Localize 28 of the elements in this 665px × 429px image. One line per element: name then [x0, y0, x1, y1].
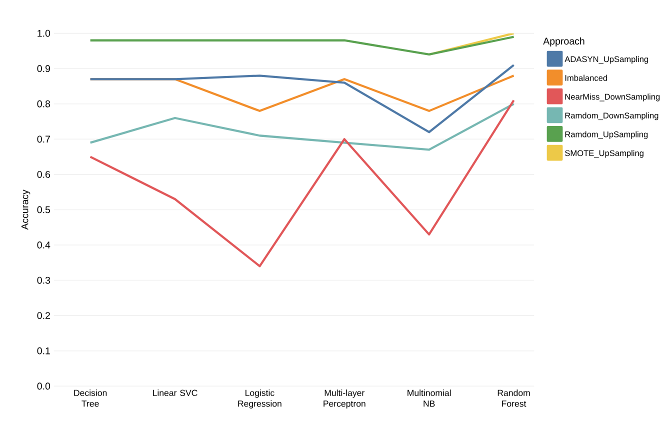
- legend-label: ADASYN_UpSampling: [564, 56, 648, 64]
- y-tick-label: 1.0: [38, 30, 50, 37]
- x-tick-label: Random Forest: [498, 389, 530, 407]
- legend-title: Approach: [543, 37, 584, 46]
- y-tick-label: 0.5: [37, 206, 50, 214]
- y-axis-title: Accuracy: [21, 190, 30, 230]
- legend-label: Imbalanced: [565, 74, 608, 81]
- y-tick-label: 0.0: [37, 382, 50, 390]
- y-tick-label: 0.7: [37, 136, 50, 142]
- line-series: [89, 99, 515, 268]
- y-tick-label: 0.9: [37, 65, 50, 72]
- legend-label: SMOTE_UpSampling: [565, 150, 644, 158]
- y-tick-label: 0.2: [37, 312, 50, 319]
- line-series: [89, 64, 515, 134]
- x-tick-label: Multinomial NB: [408, 389, 451, 407]
- y-tick-label: 0.1: [37, 347, 50, 354]
- x-tick-label: Logistic Regression: [238, 389, 282, 408]
- x-tick-label: Linear SVC: [153, 389, 198, 396]
- legend-label: Ramdom_UpSampling: [565, 131, 648, 139]
- x-tick-label: Decision Tree: [74, 389, 107, 407]
- legend-label: Ramdom_DownSampling: [565, 112, 658, 120]
- legend-label: NearMiss_DownSampling: [565, 93, 660, 102]
- y-tick-label: 0.6: [37, 170, 50, 178]
- line-series: [89, 102, 515, 151]
- y-tick-label: 0.3: [37, 276, 50, 284]
- y-tick-label: 0.4: [37, 241, 50, 248]
- y-tick-label: 0.8: [37, 100, 50, 108]
- x-tick-label: Multi-layer Perceptron: [324, 389, 366, 408]
